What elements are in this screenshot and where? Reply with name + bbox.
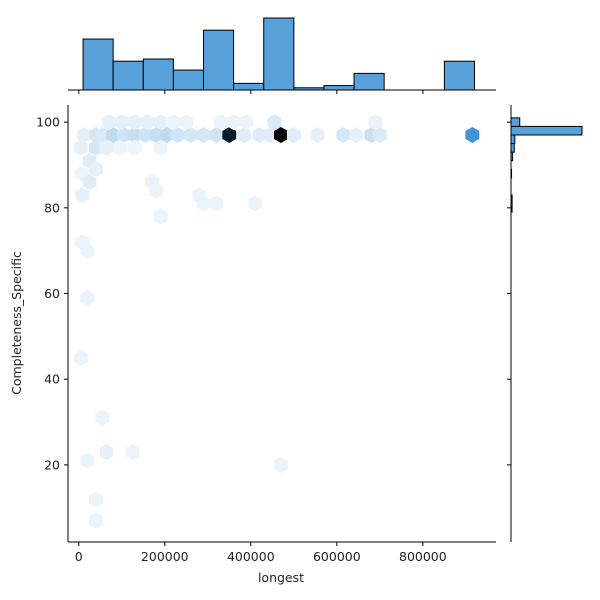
x-tick-label-1: 200000 [141, 549, 189, 564]
hexbin-7 [149, 127, 164, 143]
x-tick-label-2: 400000 [227, 549, 275, 564]
hexbin-31 [179, 114, 194, 131]
y-marginal-histogram [507, 105, 583, 542]
hexbin-58 [74, 349, 88, 366]
x-hist-bar-1 [112, 60, 144, 91]
y-tick-label-4: 100 [36, 115, 60, 130]
hexbin-8 [160, 127, 174, 143]
hexbin-19 [310, 127, 325, 143]
hexbin-21 [349, 127, 364, 143]
hexbin-53 [248, 195, 262, 212]
hexbin-62 [80, 452, 95, 469]
x-hist-bar-2 [142, 58, 174, 91]
hexbin-20 [336, 127, 351, 143]
x-marginal-histogram [68, 17, 496, 94]
hexbin-4 [117, 127, 131, 143]
hexbin-64 [89, 491, 103, 508]
hexbin-32 [213, 114, 228, 131]
x-axis-label: longest [258, 570, 304, 585]
x-hist-bar-8 [323, 85, 355, 91]
hexbin-52 [209, 195, 224, 212]
hexbin-49 [75, 187, 90, 203]
y-hist-bar-10 [510, 117, 521, 127]
hexbin-39 [99, 139, 114, 156]
x-hist-bar-6 [263, 17, 295, 91]
x-hist-bar-12 [443, 60, 475, 91]
axes: 0 200000 400000 600000 800000 20 40 60 80 100 [36, 105, 496, 564]
hexbin-46 [82, 174, 97, 191]
hexbin-61 [125, 444, 140, 460]
hexbin-3 [106, 127, 121, 143]
hexbin-37 [74, 139, 88, 156]
hexbin-48 [149, 182, 164, 199]
hexbin-layer [74, 114, 480, 529]
y-tick-label-3: 80 [44, 200, 60, 215]
hexbin-65 [89, 512, 103, 529]
hexbin-54 [153, 208, 168, 225]
hexbin-33 [226, 114, 241, 131]
hexbin-0 [77, 127, 91, 143]
hexbin-44 [89, 161, 103, 178]
hexbin-63 [274, 456, 288, 473]
hexbin-28 [140, 114, 155, 131]
hexbin-26 [114, 114, 129, 131]
y-axis-label: Completeness_Specific [9, 251, 24, 395]
x-hist-bar-3 [172, 69, 204, 91]
hexbin-34 [239, 114, 254, 131]
hexbin-30 [166, 114, 181, 131]
hexbin-11 [196, 127, 211, 143]
hexbin-40 [112, 139, 127, 156]
x-hist-bar-5 [233, 82, 265, 91]
hexbin-27 [127, 114, 142, 131]
hexbin-16 [263, 127, 278, 143]
hexbin-23 [372, 127, 387, 143]
hexbin-36 [368, 114, 383, 131]
hexbin-12 [209, 127, 224, 143]
y-hist-bar-9 [510, 125, 583, 136]
hexbin-38 [89, 139, 103, 156]
hexbin-35 [267, 114, 282, 131]
hexbin-51 [196, 195, 211, 212]
x-tick-label-0: 0 [75, 549, 83, 564]
hexbin-29 [153, 114, 168, 131]
hexbin-5 [127, 127, 142, 143]
y-tick-label-1: 40 [44, 372, 60, 387]
hexbin-59 [95, 409, 110, 426]
y-tick-label-2: 60 [44, 286, 60, 301]
hexbin-6 [138, 127, 153, 143]
hexbin-60 [99, 444, 114, 460]
hexbin-18 [286, 127, 301, 143]
hexbin-15 [252, 127, 267, 143]
hexbin-10 [183, 127, 198, 143]
hexbin-2 [95, 127, 110, 143]
hexbin-17 [274, 127, 288, 143]
hexbin-9 [170, 127, 185, 143]
hexbin-24 [465, 127, 480, 143]
x-hist-bar-4 [202, 29, 235, 91]
x-hist-bar-0 [82, 38, 114, 91]
hexbin-41 [127, 139, 142, 156]
hexbin-57 [80, 289, 95, 306]
y-hist-bar-8 [510, 134, 516, 145]
hexbin-13 [222, 127, 237, 143]
hexbin-25 [101, 114, 116, 131]
x-tick-label-4: 800000 [399, 549, 447, 564]
x-tick-label-3: 600000 [313, 549, 361, 564]
hexbin-42 [153, 139, 168, 156]
hexbin-56 [80, 242, 95, 259]
y-tick-label-0: 20 [44, 457, 60, 472]
hexbin-14 [237, 127, 252, 143]
x-hist-bar-9 [353, 72, 385, 91]
